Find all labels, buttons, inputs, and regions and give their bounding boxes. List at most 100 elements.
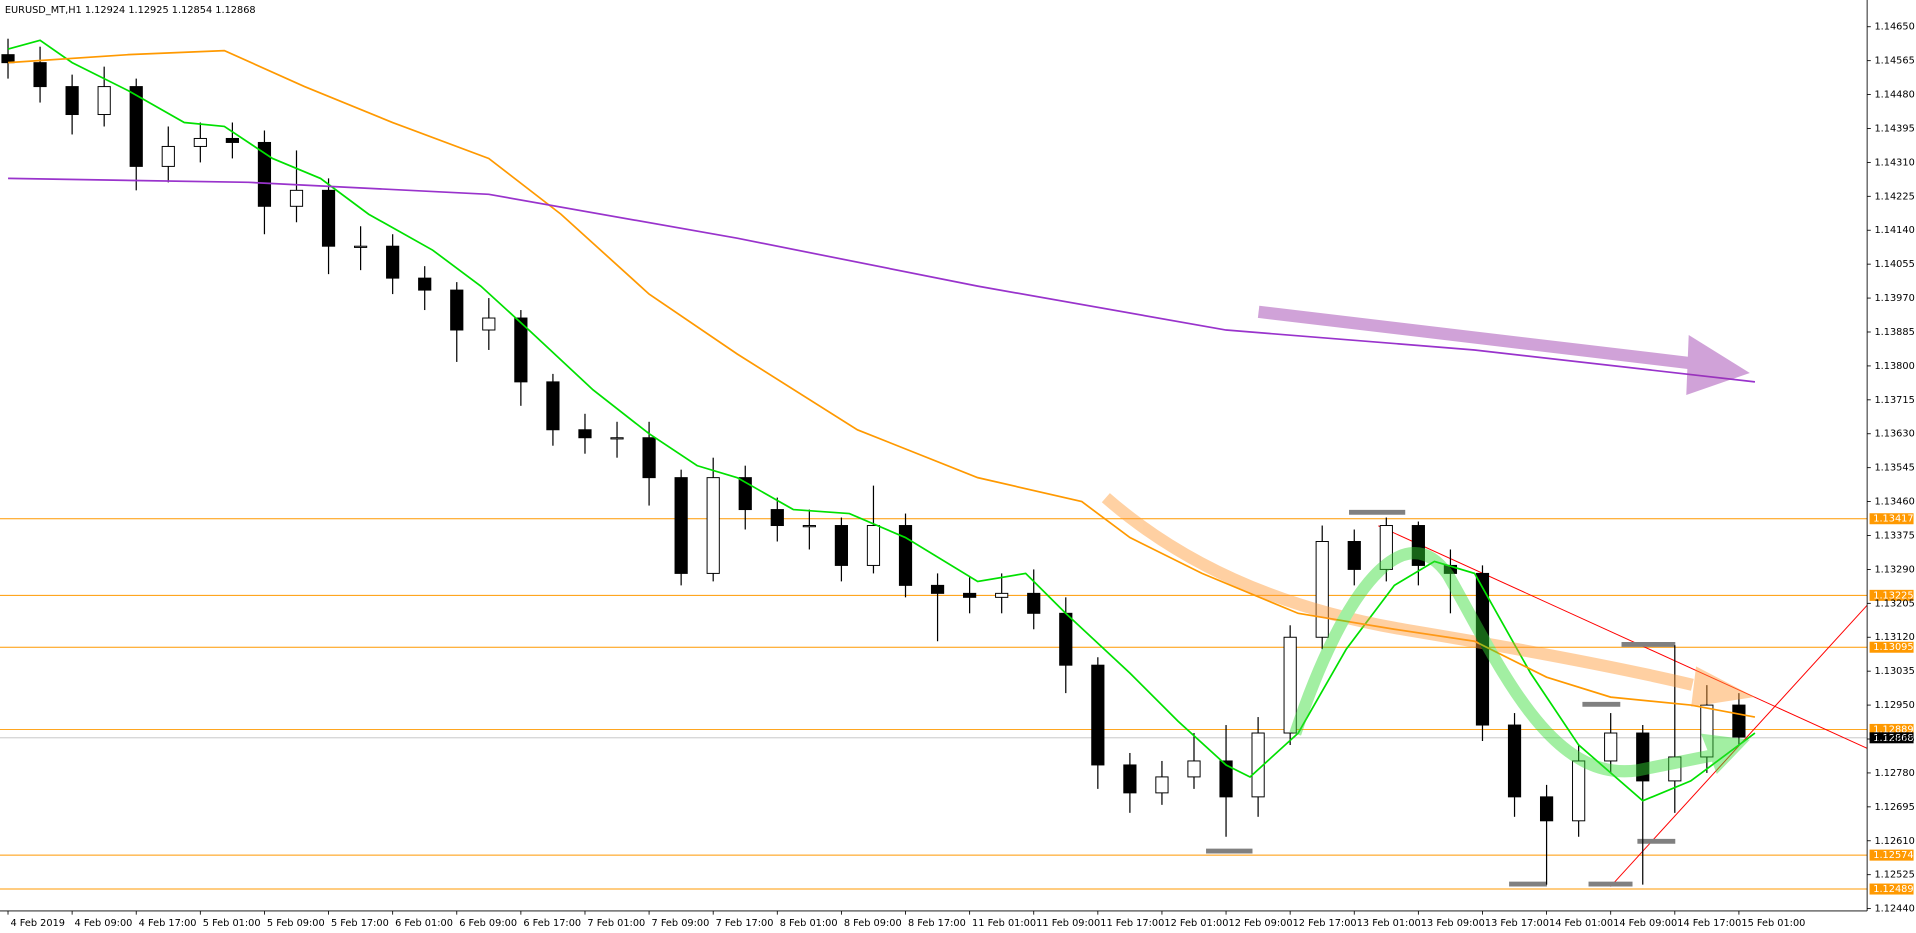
candle-body bbox=[1572, 760, 1586, 822]
candle-body bbox=[610, 437, 624, 440]
moving-averages bbox=[7, 39, 1756, 802]
x-tick-label: 13 Feb 09:00 bbox=[1421, 918, 1485, 929]
y-tick-label: 1.13120 bbox=[1874, 632, 1914, 643]
y-tick-label: 1.14310 bbox=[1874, 157, 1914, 168]
level-tag bbox=[1869, 723, 1914, 735]
candle-body bbox=[1123, 764, 1137, 794]
y-tick-label: 1.12695 bbox=[1874, 802, 1914, 813]
candles bbox=[1, 38, 1746, 885]
y-tick-label: 1.14650 bbox=[1874, 22, 1914, 33]
candle-body bbox=[546, 381, 560, 431]
candle-body bbox=[1732, 704, 1746, 738]
y-tick-label: 1.12440 bbox=[1874, 904, 1914, 915]
x-tick-label: 6 Feb 09:00 bbox=[459, 918, 517, 929]
x-tick-label: 12 Feb 17:00 bbox=[1293, 918, 1357, 929]
y-tick-label: 1.12610 bbox=[1874, 836, 1914, 847]
candle-body bbox=[65, 86, 79, 116]
candle-body bbox=[1411, 525, 1425, 566]
level-tag bbox=[1869, 589, 1914, 601]
y-tick-label: 1.12865 bbox=[1874, 734, 1914, 745]
candle-body bbox=[321, 189, 336, 247]
candle-body bbox=[257, 141, 272, 207]
level-label: 1.12489 bbox=[1873, 884, 1913, 895]
levels: 1.13417 1.13225 1.13095 1.12889 1.12574 1.124… bbox=[0, 513, 1914, 895]
candle-body bbox=[1155, 776, 1169, 794]
level-label: 1.13417 bbox=[1873, 514, 1913, 525]
candle-body bbox=[354, 245, 368, 248]
x-tick-label: 8 Feb 01:00 bbox=[780, 918, 838, 929]
x-tick-label: 13 Feb 01:00 bbox=[1357, 918, 1421, 929]
candle-body bbox=[1507, 724, 1522, 798]
x-tick-label: 8 Feb 17:00 bbox=[908, 918, 966, 929]
y-tick-label: 1.13970 bbox=[1874, 293, 1914, 304]
candle-body bbox=[578, 429, 592, 439]
x-tick-label: 7 Feb 17:00 bbox=[716, 918, 774, 929]
candle-body bbox=[193, 137, 207, 147]
candle-body bbox=[97, 86, 111, 116]
candle-body bbox=[129, 86, 143, 167]
y-tick-label: 1.14225 bbox=[1874, 191, 1914, 202]
x-tick-label: 6 Feb 01:00 bbox=[395, 918, 453, 929]
candle-body bbox=[1636, 732, 1650, 782]
price-tag bbox=[1869, 732, 1914, 744]
x-tick-label: 12 Feb 01:00 bbox=[1164, 918, 1228, 929]
moving-average bbox=[8, 177, 1756, 383]
candle-body bbox=[1539, 796, 1554, 822]
x-tick-label: 5 Feb 01:00 bbox=[203, 918, 261, 929]
x-tick-label: 5 Feb 17:00 bbox=[331, 918, 389, 929]
candle-body bbox=[738, 477, 752, 511]
y-tick-label: 1.13715 bbox=[1874, 395, 1914, 406]
candle-body bbox=[1347, 540, 1361, 570]
candle-body bbox=[289, 189, 304, 207]
arrow bbox=[1289, 547, 1712, 778]
candle-body bbox=[1187, 760, 1201, 778]
swing-markers bbox=[1206, 509, 1676, 887]
level-label: 1.13225 bbox=[1873, 590, 1913, 601]
y-tick-label: 1.14395 bbox=[1874, 123, 1914, 134]
level-tag bbox=[1869, 513, 1914, 525]
x-tick-label: 15 Feb 01:00 bbox=[1741, 918, 1805, 929]
trend-line bbox=[1378, 525, 1868, 749]
y-tick-label: 1.12950 bbox=[1874, 700, 1914, 711]
candle-body bbox=[995, 592, 1009, 598]
x-tick-label: 5 Feb 09:00 bbox=[267, 918, 325, 929]
level-label: 1.13095 bbox=[1873, 642, 1913, 653]
candle-body bbox=[1700, 704, 1714, 758]
y-tick-label: 1.13290 bbox=[1874, 564, 1914, 575]
x-tick-label: 12 Feb 09:00 bbox=[1228, 918, 1292, 929]
candle-body bbox=[1219, 760, 1233, 798]
y-tick-label: 1.13205 bbox=[1874, 598, 1914, 609]
candle-body bbox=[418, 277, 432, 291]
y-tick-label: 1.13035 bbox=[1874, 666, 1914, 677]
x-tick-label: 6 Feb 17:00 bbox=[523, 918, 581, 929]
y-tick-label: 1.13800 bbox=[1874, 361, 1914, 372]
level-label: 1.12889 bbox=[1873, 724, 1913, 735]
y-tick-label: 1.14055 bbox=[1874, 259, 1914, 270]
candle-body bbox=[1283, 636, 1297, 734]
level-label: 1.12574 bbox=[1873, 850, 1913, 861]
candle-body bbox=[834, 525, 849, 566]
level-tag bbox=[1869, 849, 1914, 861]
y-tick-label: 1.13375 bbox=[1874, 530, 1914, 541]
candle-body bbox=[161, 145, 175, 167]
candle-body bbox=[450, 289, 464, 331]
level-tag bbox=[1869, 641, 1914, 653]
x-tick-label: 11 Feb 17:00 bbox=[1100, 918, 1164, 929]
candle-body bbox=[482, 317, 496, 331]
arrow-head bbox=[1691, 666, 1755, 707]
candle-body bbox=[1, 54, 15, 64]
candle-body bbox=[1059, 612, 1073, 666]
arrow-head bbox=[1686, 335, 1750, 395]
trend-arrows bbox=[1101, 305, 1755, 778]
candle-body bbox=[674, 477, 688, 574]
moving-average bbox=[7, 39, 1756, 802]
y-tick-label: 1.13460 bbox=[1874, 497, 1914, 508]
y-tick-label: 1.12525 bbox=[1874, 870, 1914, 881]
candle-body bbox=[33, 62, 47, 88]
arrow-head bbox=[1700, 733, 1750, 775]
arrow bbox=[1101, 493, 1694, 691]
x-tick-label: 13 Feb 17:00 bbox=[1485, 918, 1549, 929]
y-tick-label: 1.13545 bbox=[1874, 463, 1914, 474]
